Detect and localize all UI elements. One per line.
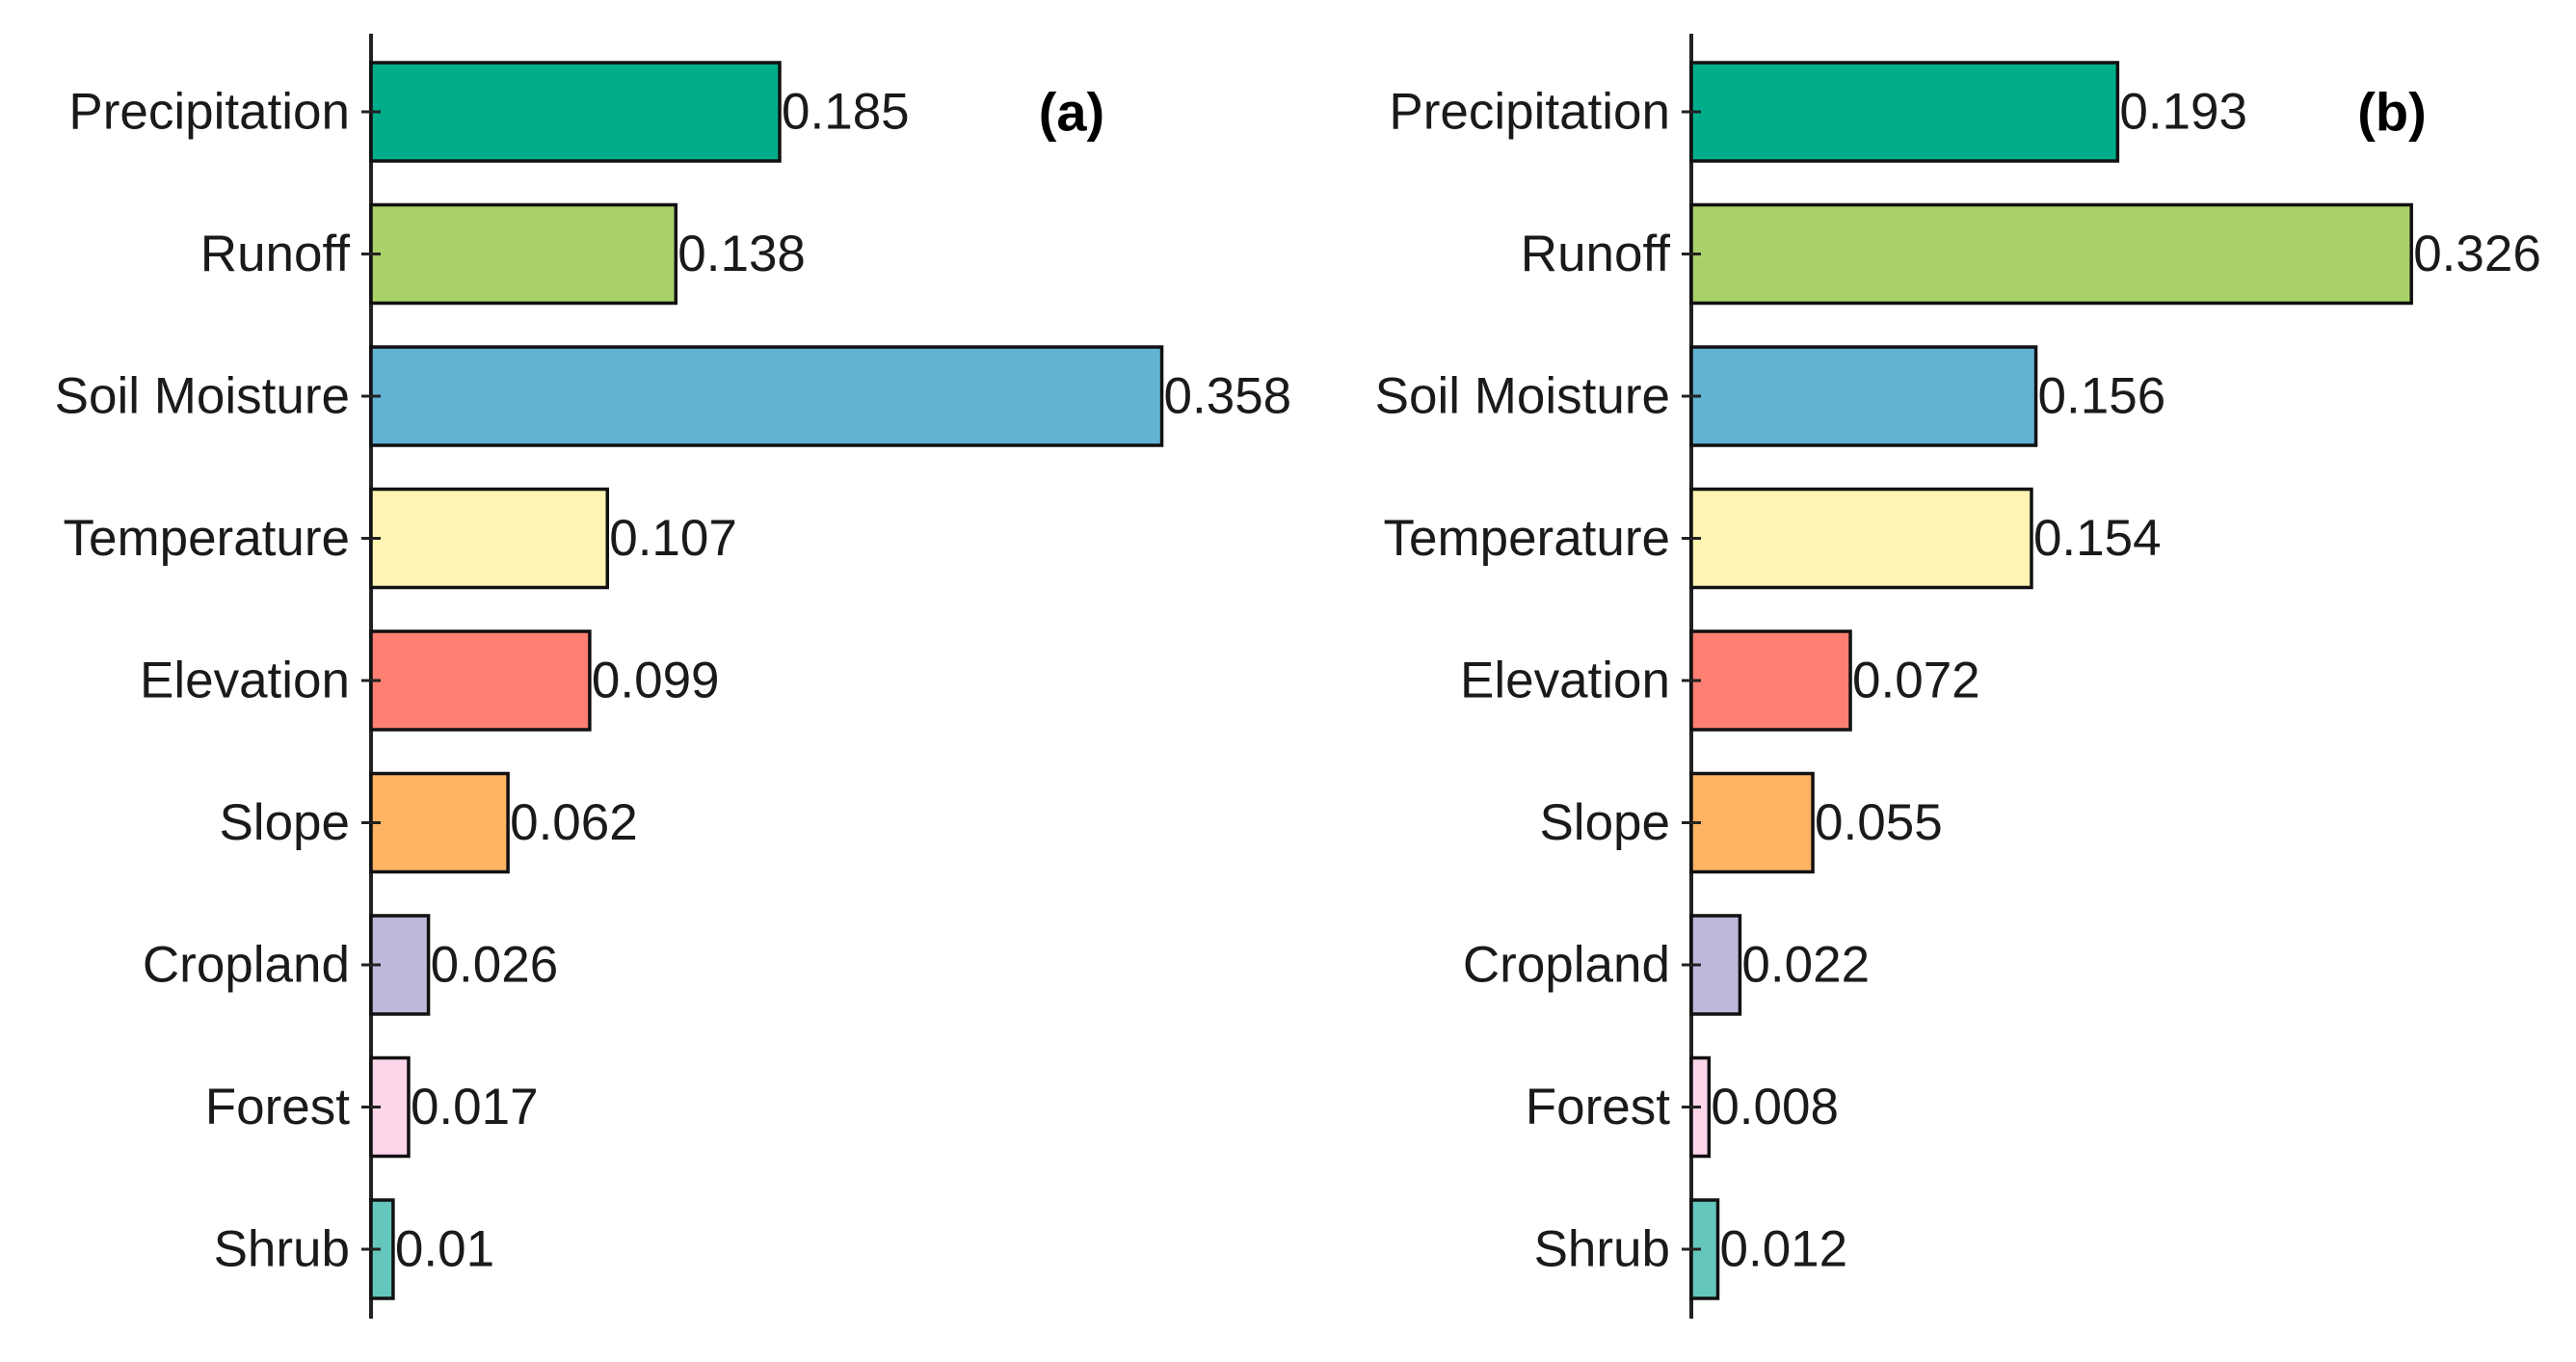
bar-a-temperature <box>369 487 609 590</box>
data-label-a-precipitation: 0.185 <box>782 84 910 141</box>
tick-label-a-cropland: Cropland <box>143 937 350 994</box>
tick-label-a-soil-moisture: Soil Moisture <box>55 368 350 425</box>
tick-label-b-forest: Forest <box>1526 1079 1670 1135</box>
tick-label-a-slope: Slope <box>219 794 350 851</box>
data-label-a-elevation: 0.099 <box>592 653 720 709</box>
data-label-b-soil-moisture: 0.156 <box>2038 368 2166 425</box>
panel-tag-b: (b) <box>2357 82 2427 143</box>
bar-b-soil-moisture <box>1689 345 2038 447</box>
tick-label-a-precipitation: Precipitation <box>68 84 350 141</box>
bar-a-runoff <box>369 202 678 306</box>
data-label-a-shrub: 0.01 <box>395 1221 494 1278</box>
bar-b-runoff <box>1689 202 2413 306</box>
tick-label-b-temperature: Temperature <box>1383 510 1670 567</box>
data-label-b-runoff: 0.326 <box>2413 226 2541 282</box>
data-label-b-cropland: 0.022 <box>1741 937 1870 994</box>
tick-label-a-forest: Forest <box>205 1079 350 1135</box>
panel-a: Precipitation 0.185 Runoff 0.138 Soil Moistu… <box>55 34 1292 1319</box>
bar-a-slope <box>369 771 510 874</box>
tick-label-b-elevation: Elevation <box>1460 653 1670 709</box>
data-label-a-slope: 0.062 <box>510 794 638 851</box>
tick-label-a-elevation: Elevation <box>140 653 350 709</box>
panel-tag-a: (a) <box>1039 82 1104 143</box>
data-label-b-slope: 0.055 <box>1815 794 1943 851</box>
data-label-a-forest: 0.017 <box>411 1079 539 1135</box>
data-label-a-temperature: 0.107 <box>609 510 737 567</box>
tick-label-a-shrub: Shrub <box>214 1221 350 1278</box>
bar-b-precipitation <box>1689 61 2120 163</box>
data-label-a-cropland: 0.026 <box>431 937 559 994</box>
bar-b-elevation <box>1689 629 1852 732</box>
data-label-b-forest: 0.008 <box>1711 1079 1839 1135</box>
tick-label-a-temperature: Temperature <box>63 510 350 567</box>
tick-label-b-soil-moisture: Soil Moisture <box>1375 368 1670 425</box>
data-label-b-elevation: 0.072 <box>1852 653 1980 709</box>
tick-label-b-precipitation: Precipitation <box>1389 84 1670 141</box>
data-label-a-soil-moisture: 0.358 <box>1164 368 1292 425</box>
tick-label-b-shrub: Shrub <box>1534 1221 1670 1278</box>
bar-b-temperature <box>1689 487 2033 590</box>
bar-a-precipitation <box>369 61 782 163</box>
data-label-b-precipitation: 0.193 <box>2119 84 2247 141</box>
tick-label-a-runoff: Runoff <box>200 226 350 282</box>
bar-a-elevation <box>369 629 592 732</box>
panel-b: Precipitation 0.193 Runoff 0.326 Soil Moistu… <box>1375 34 2541 1319</box>
data-label-b-temperature: 0.154 <box>2033 510 2162 567</box>
bar-a-soil-moisture <box>369 345 1164 447</box>
tick-label-b-slope: Slope <box>1539 794 1670 851</box>
bar-b-slope <box>1689 771 1815 874</box>
data-label-a-runoff: 0.138 <box>677 226 806 282</box>
tick-label-b-cropland: Cropland <box>1463 937 1670 994</box>
data-label-b-shrub: 0.012 <box>1720 1221 1848 1278</box>
tick-label-b-runoff: Runoff <box>1521 226 1670 282</box>
